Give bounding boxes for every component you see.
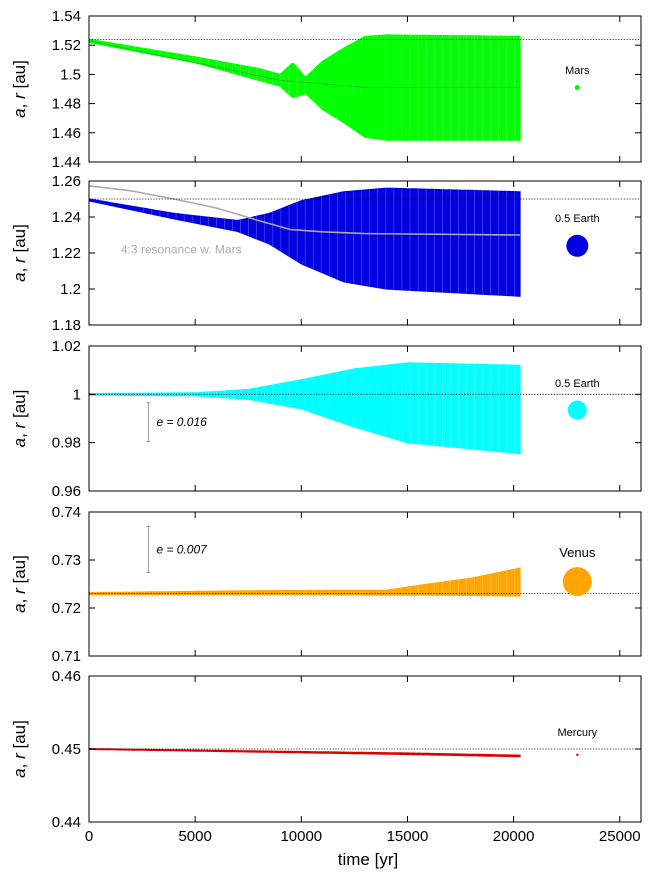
y-tick-label: 0.96 [52, 483, 81, 500]
y-label-var-a: a [10, 108, 29, 117]
y-label-sep: , [10, 99, 29, 108]
y-tick-label: 1.44 [52, 154, 81, 171]
x-tick-label: 0 [85, 828, 93, 845]
y-label-var-a: a [10, 603, 29, 612]
planet-label: Mars [565, 65, 590, 77]
x-tick-label: 10000 [280, 828, 322, 845]
planet-marker [576, 753, 579, 757]
x-tick-label: 25000 [599, 828, 641, 845]
panel-5: 0 5000 10000 15000 20000 25000 0.44 0.45 0.46 a, … [10, 668, 642, 845]
y-tick-label: 1 [73, 386, 81, 403]
panel-3: 0.96 0.98 1 1.02 a, r [au] 0.5 Earth e = 0.016 [10, 338, 642, 500]
panel-frame [88, 345, 642, 492]
panel-frame [88, 511, 642, 657]
y-label-sep: , [10, 759, 29, 768]
y-axis-label: a, r [au] [10, 224, 29, 282]
y-axis-label: a, r [au] [10, 720, 29, 778]
y-label-var-r: r [10, 92, 29, 99]
y-tick-label: 1.46 [52, 125, 81, 142]
y-label-var-r: r [10, 752, 29, 759]
panel-frame [88, 675, 642, 823]
y-tick-label: 0.73 [52, 552, 81, 569]
y-tick-label: 0.98 [52, 435, 81, 452]
orbit-envelope [89, 567, 521, 597]
planet-label: Venus [559, 545, 596, 560]
y-tick-label: 1.48 [52, 96, 81, 113]
eccentricity-label: e = 0.016 [156, 415, 207, 429]
planet-marker [574, 84, 580, 91]
y-label-unit: [au] [10, 60, 29, 93]
y-tick-label: 1.02 [52, 338, 81, 355]
x-tick-label: 5000 [178, 828, 211, 845]
planet-marker [562, 567, 592, 597]
mean-semimajor-line [88, 40, 520, 88]
planet-marker [566, 234, 589, 257]
y-tick-label: 1.2 [60, 281, 81, 298]
y-label-unit: [au] [10, 224, 29, 257]
orbit-envelope [89, 747, 521, 758]
y-tick-label: 1.26 [52, 173, 81, 190]
planet-label: Mercury [557, 727, 597, 739]
x-tick-label: 15000 [387, 828, 429, 845]
y-label-unit: [au] [10, 555, 29, 588]
y-label-sep: , [10, 263, 29, 272]
planet-label: 0.5 Earth [555, 213, 600, 225]
y-label-var-r: r [10, 421, 29, 428]
y-tick-label: 1.52 [52, 37, 81, 54]
y-label-var-a: a [10, 438, 29, 447]
planet-marker [567, 400, 587, 420]
y-label-sep: , [10, 428, 29, 437]
eccentricity-label: e = 0.007 [156, 542, 208, 556]
y-label-var-a: a [10, 272, 29, 281]
y-tick-label: 0.71 [52, 648, 81, 665]
y-label-var-r: r [10, 587, 29, 594]
y-label-sep: , [10, 594, 29, 603]
oscillation-texture [143, 188, 516, 296]
x-tick-label: 20000 [493, 828, 535, 845]
y-tick-label: 0.45 [52, 741, 81, 758]
panel-frame [88, 15, 642, 163]
orbit-envelope [89, 34, 521, 141]
y-label-unit: [au] [10, 390, 29, 423]
panel-1: 1.44 1.46 1.48 1.5 1.52 1.54 a, r [au] Mars [10, 8, 642, 171]
panel-4: 0.71 0.72 0.73 0.74 a, r [au] Venus e = 0.007 [10, 504, 642, 665]
y-tick-label: 0.46 [52, 668, 81, 685]
y-tick-label: 0.72 [52, 600, 81, 617]
y-tick-label: 1.54 [52, 8, 81, 25]
y-label-var-r: r [10, 256, 29, 263]
y-axis-label: a, r [au] [10, 390, 29, 448]
panel-2: 1.18 1.2 1.22 1.24 1.26 a, r [au] 0.5 Earth 4:3… [10, 173, 642, 334]
y-tick-label: 0.44 [52, 814, 81, 831]
resonance-annotation: 4:3 resonance w. Mars [121, 242, 242, 256]
y-tick-label: 1.24 [52, 209, 81, 226]
y-axis-label: a, r [au] [10, 555, 29, 613]
orbit-envelope [89, 187, 521, 297]
y-label-unit: [au] [10, 720, 29, 753]
y-tick-label: 0.74 [52, 504, 81, 521]
x-axis-label: time [yr] [338, 850, 398, 869]
y-label-var-a: a [10, 768, 29, 777]
y-tick-label: 1.5 [60, 66, 81, 83]
planet-label: 0.5 Earth [555, 378, 600, 390]
y-axis-label: a, r [au] [10, 60, 29, 118]
y-tick-label: 1.18 [52, 317, 81, 334]
y-tick-label: 1.22 [52, 245, 81, 262]
orbit-envelope [89, 362, 521, 455]
oscillation-texture [208, 362, 516, 454]
resonance-location-line [88, 185, 521, 236]
